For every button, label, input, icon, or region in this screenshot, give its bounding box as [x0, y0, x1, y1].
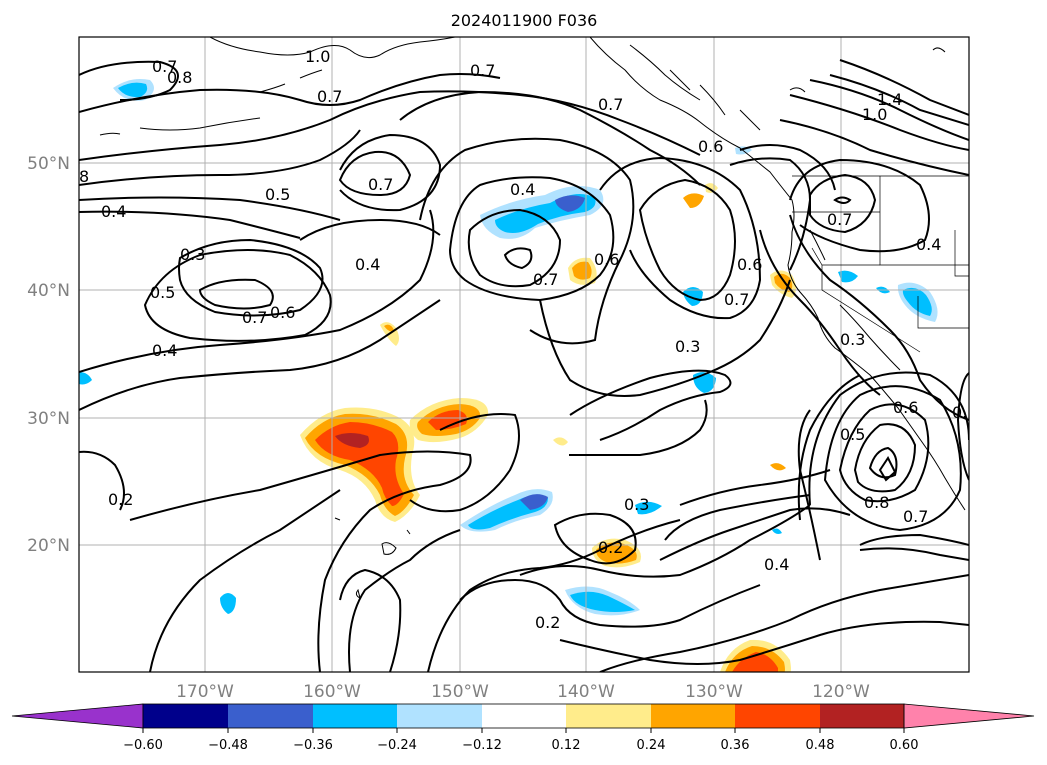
colorbar-tick-label: −0.36	[293, 738, 333, 753]
contour-label: 1.0	[862, 105, 887, 124]
contour-label: 0.7	[598, 95, 623, 114]
shaded-positive-areas	[300, 183, 796, 672]
contour-label: 0.6	[594, 250, 619, 269]
colorbar-tick-label: −0.48	[208, 738, 248, 753]
contour-label: 0.5	[840, 425, 865, 444]
contour-label: 0.7	[470, 61, 495, 80]
contour-label: 0.8	[864, 493, 889, 512]
contour-label: 0.3	[840, 330, 865, 349]
longitude-labels: 170°W 160°W 150°W 140°W 130°W 120°W	[176, 682, 870, 702]
contour-label: 0.7	[152, 57, 177, 76]
lat-label: 30°N	[27, 409, 70, 429]
colorbar-segment	[313, 704, 397, 728]
lon-label: 140°W	[557, 682, 615, 702]
lat-label: 50°N	[27, 154, 70, 174]
lon-label: 120°W	[812, 682, 870, 702]
contour-label: 0.3	[675, 337, 700, 356]
colorbar-tick-label: −0.60	[123, 738, 163, 753]
colorbar-extend-high	[903, 703, 1035, 729]
contour-label: 0.3	[180, 245, 205, 264]
contour-label: 0.6	[893, 398, 918, 417]
lat-label: 20°N	[27, 536, 70, 556]
lon-label: 170°W	[176, 682, 234, 702]
boundaries	[792, 175, 969, 353]
contour-label: 0.2	[108, 490, 133, 509]
contours	[79, 59, 969, 672]
map-title: 2024011900 F036	[451, 11, 598, 30]
colorbar-tick-label: 0.12	[552, 738, 581, 753]
contour-label: 0.8	[167, 68, 192, 87]
contour-label: 0.2	[535, 613, 560, 632]
colorbar-tick-label: −0.24	[377, 738, 417, 753]
contour-label: 0.2	[598, 538, 623, 557]
contour-label: 0.6	[270, 303, 295, 322]
contour-label: 1.0	[305, 47, 330, 66]
lat-label: 40°N	[27, 281, 70, 301]
colorbar-tick-label: −0.12	[462, 738, 502, 753]
contour-label: 0.6	[698, 137, 723, 156]
colorbar-segment	[651, 704, 735, 728]
colorbar-segment	[566, 704, 651, 728]
contour-label: 1.4	[877, 90, 902, 109]
contour-label: 0.4	[764, 555, 789, 574]
contour-label: 0.7	[827, 210, 852, 229]
contour-label: 0.4	[152, 341, 177, 360]
contour-label: 0.4	[916, 235, 941, 254]
contour-labels: 0.7 0.8 1.0 0.7 0.7 0.7 1.4 1.0 0.6 8 0.…	[79, 47, 977, 632]
contour-label: 0.4	[355, 255, 380, 274]
colorbar: −0.60 −0.48 −0.36 −0.24 −0.12 0.12 0.24 …	[11, 703, 1035, 753]
contour-label: 0.7	[903, 507, 928, 526]
contour-label: 0.7	[317, 87, 342, 106]
colorbar-tick-label: 0.60	[890, 738, 919, 753]
colorbar-extend-low	[11, 703, 144, 729]
lon-label: 150°W	[431, 682, 489, 702]
colorbar-tick-label: 0.48	[806, 738, 835, 753]
latitude-labels: 50°N 40°N 30°N 20°N	[27, 154, 70, 556]
colorbar-segment	[397, 704, 482, 728]
contour-label: 0.3	[952, 403, 977, 422]
colorbar-segment	[228, 704, 313, 728]
colorbar-tick-label: 0.36	[721, 738, 750, 753]
contour-label: 0.5	[265, 185, 290, 204]
colorbar-segment	[143, 704, 228, 728]
contour-label: 0.4	[510, 180, 535, 199]
colorbar-segment	[482, 704, 566, 728]
contour-label: 0.6	[737, 255, 762, 274]
contour-label: 0.7	[242, 308, 267, 327]
contour-label: 0.5	[150, 283, 175, 302]
contour-label: 0.3	[624, 495, 649, 514]
colorbar-tick-label: 0.24	[637, 738, 666, 753]
contour-label: 0.7	[368, 175, 393, 194]
contour-label: 0.4	[101, 202, 126, 221]
map-frame	[78, 36, 970, 673]
lon-label: 130°W	[685, 682, 743, 702]
colorbar-segment	[820, 704, 904, 728]
map-area: 0.7 0.8 1.0 0.7 0.7 0.7 1.4 1.0 0.6 8 0.…	[79, 37, 977, 672]
contour-label: 0.7	[724, 290, 749, 309]
contour-label: 8	[79, 167, 89, 186]
lon-label: 160°W	[303, 682, 361, 702]
contour-label: 0.7	[533, 270, 558, 289]
colorbar-segment	[735, 704, 820, 728]
